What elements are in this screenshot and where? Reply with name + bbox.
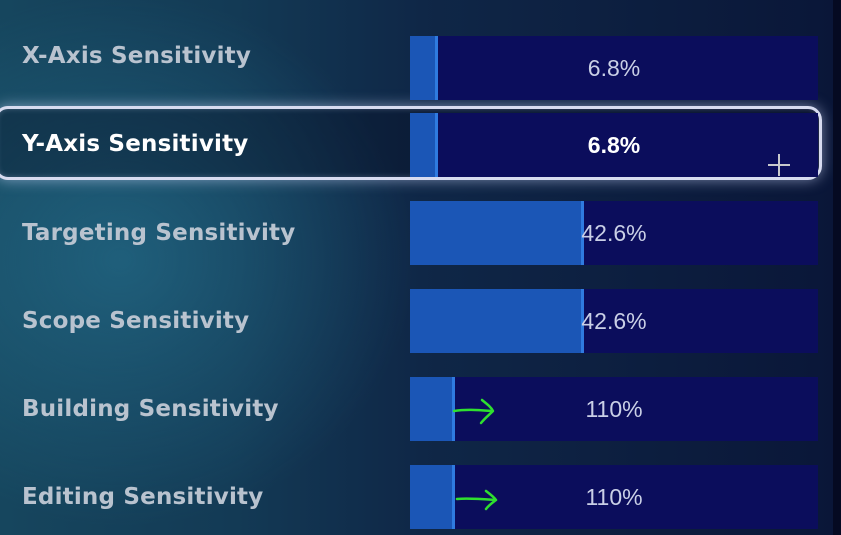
- setting-row-editing[interactable]: Editing Sensitivity 110%: [0, 441, 828, 529]
- setting-row-scope[interactable]: Scope Sensitivity 42.6%: [0, 265, 828, 353]
- slider-fill: [410, 377, 455, 441]
- slider-fill: [410, 465, 455, 529]
- scope-sensitivity-slider[interactable]: 42.6%: [410, 289, 818, 353]
- hand-drawn-arrow-icon: [455, 489, 498, 511]
- setting-label: Building Sensitivity: [22, 396, 279, 422]
- setting-label: Y-Axis Sensitivity: [22, 131, 249, 157]
- hand-drawn-arrow-icon: [452, 398, 495, 425]
- setting-label: Scope Sensitivity: [22, 308, 250, 334]
- setting-row-building[interactable]: Building Sensitivity 110%: [0, 353, 828, 441]
- setting-label: Editing Sensitivity: [22, 484, 264, 510]
- slider-value: 42.6%: [581, 308, 647, 334]
- plus-cursor-icon: [768, 154, 790, 176]
- slider-fill: [410, 36, 438, 100]
- slider-fill: [410, 113, 438, 177]
- setting-row-x-axis[interactable]: X-Axis Sensitivity 6.8%: [0, 12, 828, 100]
- slider-value: 6.8%: [587, 55, 641, 81]
- slider-value: 42.6%: [581, 220, 647, 246]
- y-axis-sensitivity-slider[interactable]: 6.8%: [410, 113, 818, 177]
- slider-value: 110%: [585, 484, 643, 510]
- slider-fill: [410, 201, 584, 265]
- setting-row-y-axis[interactable]: Y-Axis Sensitivity 6.8%: [0, 100, 828, 188]
- setting-row-targeting[interactable]: Targeting Sensitivity 42.6%: [0, 177, 828, 265]
- setting-label: Targeting Sensitivity: [22, 220, 296, 246]
- setting-label: X-Axis Sensitivity: [22, 43, 252, 69]
- panel-edge: [833, 0, 841, 535]
- slider-value: 6.8%: [587, 132, 641, 158]
- targeting-sensitivity-slider[interactable]: 42.6%: [410, 201, 818, 265]
- x-axis-sensitivity-slider[interactable]: 6.8%: [410, 36, 818, 100]
- editing-sensitivity-slider[interactable]: 110%: [410, 465, 818, 529]
- slider-fill: [410, 289, 584, 353]
- slider-value: 110%: [585, 396, 643, 422]
